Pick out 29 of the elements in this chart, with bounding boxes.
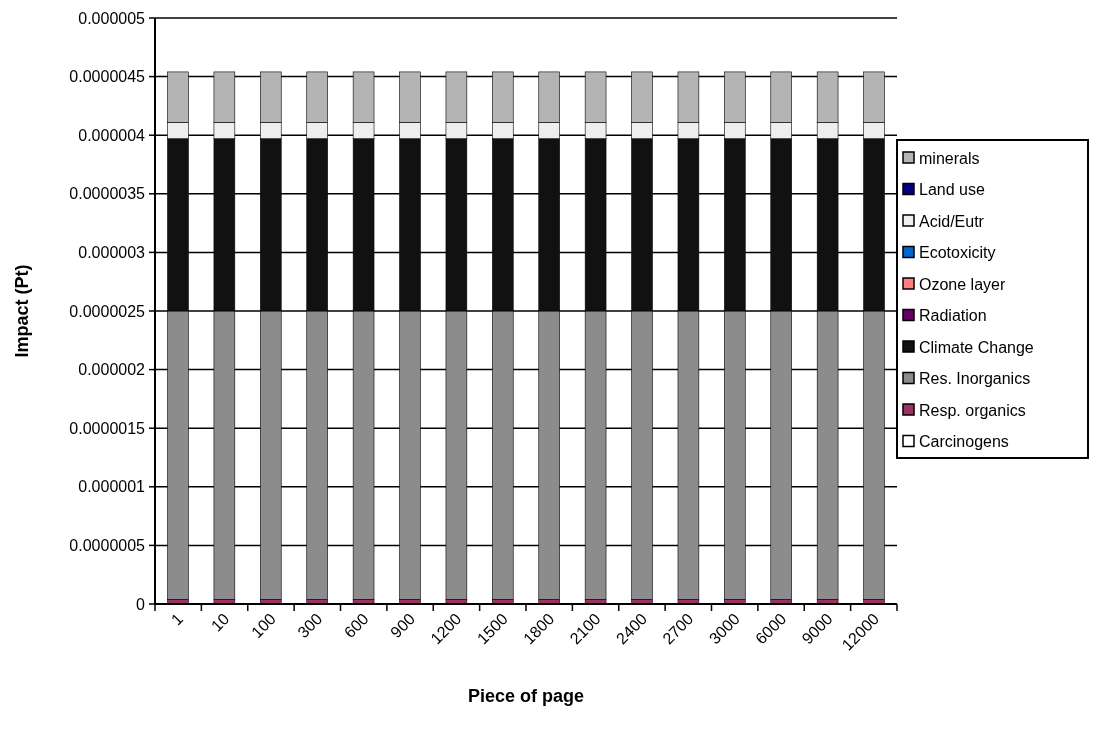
legend-label: Resp. organics	[919, 401, 1026, 419]
y-tick-label: 0.000001	[78, 478, 146, 496]
y-tick-label: 0.000003	[78, 244, 146, 261]
y-tick-label: 0.000002	[78, 361, 146, 379]
legend-label: Climate Change	[919, 338, 1034, 356]
y-tick-label: 0.0000005	[69, 537, 146, 554]
y-axis-title: Impact (Pt)	[12, 264, 32, 358]
legend-label: Acid/Eutr	[919, 212, 985, 230]
x-tick-label: 900	[387, 610, 419, 641]
legend-label: minerals	[919, 149, 980, 167]
y-tick-label: 0.0000045	[69, 68, 146, 86]
y-tick-label: 0.0000035	[69, 185, 146, 203]
y-tick-label: 0	[136, 595, 146, 613]
y-tick-label: 0.000005	[78, 9, 146, 27]
legend-label: Ozone layer	[919, 275, 1006, 293]
legend-label: Carcinogens	[919, 433, 1009, 451]
y-tick-label: 0.0000015	[69, 419, 146, 437]
x-tick-label: 300	[294, 610, 326, 641]
x-tick-label: 10	[207, 610, 233, 635]
legend-label: Ecotoxicity	[919, 244, 996, 262]
x-tick-label: 100	[248, 610, 279, 641]
y-tick-label: 0.0000025	[69, 302, 146, 320]
legend-label: Res. Inorganics	[919, 370, 1031, 388]
legend-label: Radiation	[919, 307, 987, 325]
y-tick-label: 0.000004	[78, 126, 146, 144]
x-axis-title: Piece of page	[467, 686, 585, 706]
x-tick-label: 1	[167, 610, 187, 629]
legend-label: Land use	[919, 181, 985, 199]
x-tick-label: 600	[340, 610, 372, 641]
